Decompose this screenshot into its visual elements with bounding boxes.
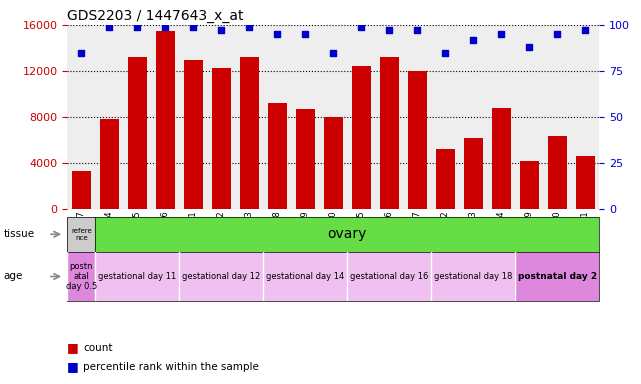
Bar: [179, 252, 263, 301]
Bar: [67, 217, 96, 252]
Bar: [408, 71, 427, 209]
Bar: [547, 136, 567, 209]
Point: [468, 36, 478, 43]
Bar: [72, 171, 91, 209]
Text: gestational day 11: gestational day 11: [98, 272, 176, 281]
Text: postnatal day 2: postnatal day 2: [518, 272, 597, 281]
Point: [524, 44, 535, 50]
Bar: [463, 138, 483, 209]
Point: [384, 27, 394, 33]
Text: ■: ■: [67, 341, 79, 354]
Text: age: age: [3, 271, 22, 281]
Point: [132, 24, 142, 30]
Point: [272, 31, 283, 37]
Text: count: count: [83, 343, 113, 353]
Bar: [435, 149, 455, 209]
Point: [496, 31, 506, 37]
Bar: [263, 252, 347, 301]
Bar: [520, 161, 539, 209]
Bar: [379, 57, 399, 209]
Point: [76, 50, 87, 56]
Text: gestational day 14: gestational day 14: [266, 272, 344, 281]
Text: refere
nce: refere nce: [71, 228, 92, 241]
Text: gestational day 18: gestational day 18: [434, 272, 513, 281]
Point: [244, 24, 254, 30]
Point: [160, 24, 171, 30]
Bar: [324, 117, 343, 209]
Point: [552, 31, 562, 37]
Point: [216, 27, 226, 33]
Bar: [515, 252, 599, 301]
Bar: [576, 156, 595, 209]
Bar: [351, 66, 371, 209]
Point: [356, 24, 367, 30]
Point: [300, 31, 310, 37]
Text: gestational day 12: gestational day 12: [182, 272, 260, 281]
Bar: [128, 57, 147, 209]
Point: [104, 24, 115, 30]
Bar: [492, 108, 511, 209]
Bar: [183, 60, 203, 209]
Point: [412, 27, 422, 33]
Bar: [99, 119, 119, 209]
Text: percentile rank within the sample: percentile rank within the sample: [83, 362, 259, 372]
Text: GDS2203 / 1447643_x_at: GDS2203 / 1447643_x_at: [67, 8, 244, 23]
Bar: [267, 103, 287, 209]
Point: [580, 27, 590, 33]
Text: ovary: ovary: [328, 227, 367, 241]
Bar: [67, 252, 96, 301]
Bar: [212, 68, 231, 209]
Bar: [156, 31, 175, 209]
Point: [188, 24, 199, 30]
Bar: [240, 57, 259, 209]
Bar: [431, 252, 515, 301]
Point: [440, 50, 451, 56]
Point: [328, 50, 338, 56]
Bar: [96, 252, 179, 301]
Bar: [296, 109, 315, 209]
Text: tissue: tissue: [3, 229, 35, 239]
Text: postn
atal
day 0.5: postn atal day 0.5: [65, 262, 97, 291]
Text: ■: ■: [67, 360, 79, 373]
Bar: [347, 252, 431, 301]
Text: gestational day 16: gestational day 16: [350, 272, 429, 281]
